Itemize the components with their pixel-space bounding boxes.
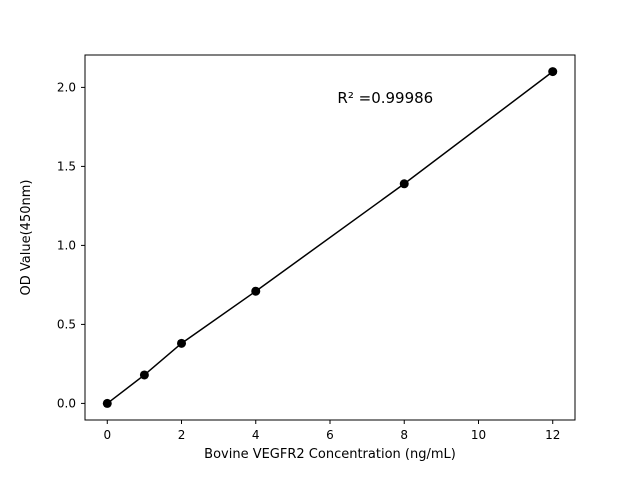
data-point-marker: [177, 338, 187, 348]
data-point-marker: [548, 67, 558, 77]
data-point-marker: [102, 398, 112, 408]
r-squared-annotation: R² =0.99986: [337, 89, 433, 107]
data-point-marker: [399, 179, 409, 189]
y-tick-label: 0.0: [57, 396, 76, 410]
data-point-marker: [139, 370, 149, 380]
y-tick-label: 1.0: [57, 238, 76, 252]
plot-area: 0 2 4 6 8 10 12 0.0 0.5 1.0 1.5 2.0: [57, 54, 576, 442]
fit-line: [106, 70, 554, 405]
x-tick-label: 8: [400, 428, 408, 442]
y-tick-label: 0.5: [57, 317, 76, 331]
x-axis-label: Bovine VEGFR2 Concentration (ng/mL): [204, 447, 456, 462]
x-tick-label: 10: [471, 428, 486, 442]
x-tick-label: 2: [178, 428, 186, 442]
x-tick-label: 12: [545, 428, 560, 442]
x-tick-label: 6: [326, 428, 334, 442]
y-tick-label: 1.5: [57, 159, 76, 173]
data-point-marker: [251, 286, 261, 296]
y-tick-label: 2.0: [57, 80, 76, 94]
y-axis-label: OD Value(450nm): [19, 180, 34, 296]
x-tick-label: 0: [103, 428, 111, 442]
x-tick-label: 4: [252, 428, 260, 442]
